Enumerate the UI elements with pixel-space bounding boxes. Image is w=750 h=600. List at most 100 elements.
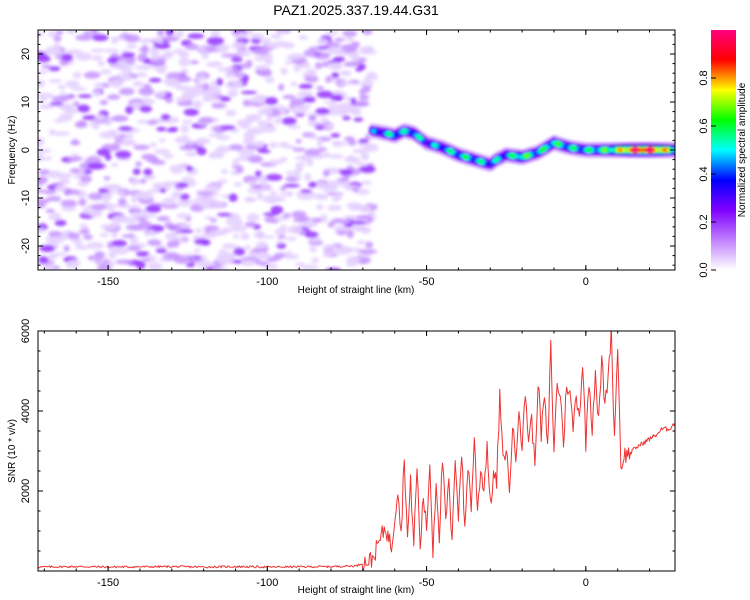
noise-blob: [178, 50, 190, 59]
noise-blob: [165, 232, 178, 240]
noise-blob: [116, 60, 128, 68]
noise-blob: [176, 182, 190, 188]
noise-blob: [148, 158, 161, 164]
noise-blob: [107, 56, 120, 65]
noise-blob: [342, 30, 358, 37]
noise-blob: [180, 193, 190, 201]
noise-blob: [197, 191, 214, 196]
noise-blob: [38, 153, 45, 157]
noise-blob: [330, 133, 341, 138]
noise-blob: [327, 204, 343, 212]
noise-blob: [111, 36, 118, 45]
noise-blob: [75, 52, 92, 61]
noise-blob: [112, 215, 129, 222]
noise-blob: [255, 94, 265, 99]
colorbar: 0.0 0.2 0.4 0.6 0.8 Normalized spectral ampl…: [698, 30, 748, 278]
snr-x-label: Height of straight line (km): [298, 585, 415, 596]
noise-blob: [264, 57, 273, 66]
noise-blob: [203, 225, 220, 232]
snr-y-axis: 2000 4000 6000: [20, 319, 675, 552]
noise-blob: [333, 56, 346, 62]
noise-blob: [135, 161, 142, 168]
colorbar-tick-label: 0.4: [698, 166, 710, 181]
y-tick-label: -10: [20, 190, 32, 206]
noise-blob: [126, 43, 137, 49]
noise-blob: [308, 181, 317, 188]
noise-blob: [72, 156, 83, 161]
noise-blob: [97, 60, 105, 67]
noise-blob: [154, 43, 171, 50]
noise-blob: [73, 101, 80, 107]
noise-blob: [348, 157, 360, 164]
noise-blob: [66, 49, 83, 55]
noise-blob: [331, 72, 340, 79]
noise-blob: [311, 217, 323, 223]
noise-blob: [118, 87, 135, 96]
noise-blob: [277, 83, 285, 91]
noise-blob: [334, 37, 345, 42]
noise-blob: [313, 193, 329, 199]
colorbar-tick-label: 0.6: [698, 118, 710, 133]
noise-blob: [315, 62, 323, 70]
noise-blob: [295, 162, 306, 168]
noise-blob: [211, 103, 226, 109]
noise-blob: [178, 57, 191, 67]
noise-blob: [350, 41, 360, 48]
noise-blob: [118, 126, 133, 132]
noise-blob: [211, 229, 230, 235]
noise-blob: [107, 94, 121, 100]
noise-blob: [118, 197, 127, 206]
noise-blob: [332, 141, 350, 146]
noise-blob: [321, 61, 329, 68]
noise-blob: [186, 140, 196, 146]
noise-blob: [263, 235, 275, 239]
noise-blob: [133, 144, 150, 150]
noise-blob: [257, 108, 274, 115]
noise-blob: [298, 35, 309, 40]
noise-blob: [57, 84, 66, 90]
noise-blob: [224, 72, 236, 79]
noise-blob: [243, 197, 257, 203]
noise-blob: [358, 138, 369, 144]
noise-blob: [358, 89, 366, 95]
noise-blob: [162, 197, 176, 206]
noise-blob: [77, 104, 91, 113]
noise-blob: [208, 133, 225, 138]
noise-blob: [330, 62, 341, 70]
noise-blob: [190, 199, 200, 204]
noise-blob: [118, 134, 126, 139]
noise-blob: [344, 96, 353, 101]
noise-blob: [308, 134, 318, 140]
noise-blob: [339, 81, 355, 86]
noise-blob: [240, 232, 250, 240]
noise-blob: [229, 144, 244, 151]
y-tick-label: 2000: [20, 479, 32, 503]
noise-blob: [276, 242, 287, 249]
noise-blob: [352, 186, 359, 193]
noise-blob: [349, 220, 367, 225]
noise-blob: [290, 98, 306, 106]
noise-blob: [135, 72, 148, 78]
noise-blob: [107, 203, 116, 212]
noise-blob: [260, 181, 268, 187]
noise-blob: [206, 36, 225, 46]
noise-blob: [100, 224, 118, 230]
noise-blob: [143, 168, 153, 176]
noise-blob: [61, 53, 73, 62]
noise-blob: [210, 218, 217, 223]
noise-blob: [345, 36, 354, 42]
colorbar-tick-label: 0.8: [698, 70, 710, 85]
noise-blob: [240, 90, 258, 95]
noise-blob: [50, 252, 67, 257]
colorbar-bar: [711, 30, 736, 270]
noise-blob: [147, 239, 162, 246]
noise-blob: [162, 78, 179, 85]
noise-blob: [52, 131, 71, 136]
noise-blob: [168, 126, 179, 132]
colorbar-tick-label: 0.0: [698, 262, 710, 277]
noise-blob: [147, 49, 161, 54]
noise-blob: [153, 148, 170, 155]
noise-blob: [299, 189, 313, 194]
noise-blob: [260, 124, 277, 133]
